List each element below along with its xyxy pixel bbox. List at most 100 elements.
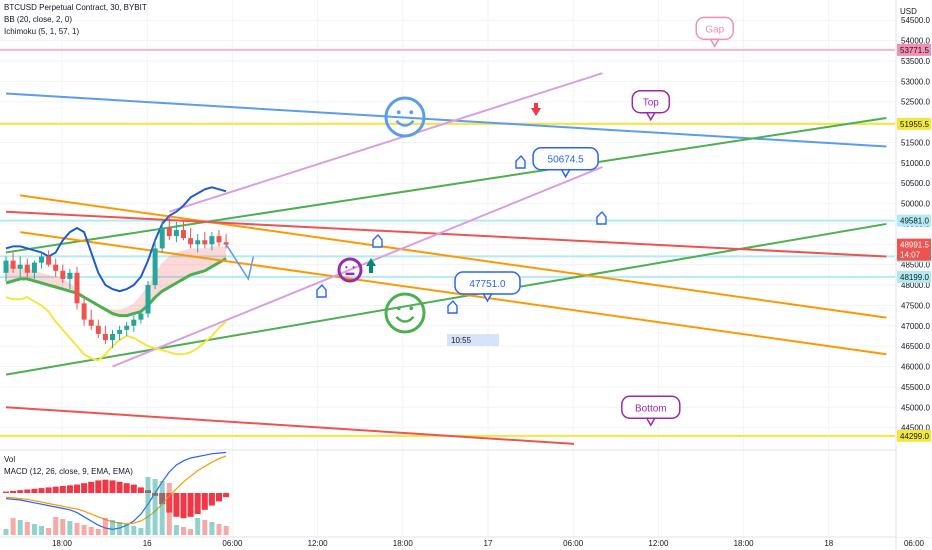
macd-hist-bar bbox=[123, 483, 130, 493]
callout-gap[interactable]: Gap bbox=[695, 16, 734, 48]
price-tick-label: 52500.0 bbox=[901, 98, 930, 107]
candle-body[interactable] bbox=[81, 303, 87, 320]
macd-hist-bar bbox=[52, 486, 59, 493]
candle-body[interactable] bbox=[216, 236, 222, 243]
candle-body[interactable] bbox=[17, 264, 23, 269]
price-tag-label: 53771.5 bbox=[900, 46, 929, 55]
macd-hist-bar bbox=[38, 488, 45, 493]
bb-legend[interactable]: BB (20, close, 2, 0) bbox=[4, 15, 73, 24]
callout-top[interactable]: Top bbox=[631, 89, 671, 122]
countdown-label: 14:07 bbox=[900, 251, 921, 260]
price-tag-label: 51955.5 bbox=[900, 120, 929, 129]
annotations[interactable]: Gap Top Bottom 50674.5 47751.0 bbox=[225, 16, 734, 427]
candle-body[interactable] bbox=[124, 325, 130, 330]
current-price-label: 48991.5 bbox=[900, 241, 929, 250]
bb-upper-line bbox=[5, 186, 227, 293]
time-tick-label: 16 bbox=[143, 539, 152, 548]
candle-body[interactable] bbox=[88, 319, 94, 326]
candle-body[interactable] bbox=[67, 272, 73, 279]
callout-pointer bbox=[645, 111, 657, 122]
cursor-time-label: 10:55 bbox=[451, 336, 472, 345]
callout-pointer bbox=[482, 293, 493, 303]
face-mouth bbox=[395, 119, 415, 127]
candle-body[interactable] bbox=[152, 248, 158, 286]
volume-bar bbox=[95, 529, 101, 535]
price-tag-bg bbox=[897, 214, 931, 227]
time-tick-label: 12:00 bbox=[648, 539, 669, 548]
price-tick-label: 46500.0 bbox=[901, 342, 930, 351]
trend-line-red-lower bbox=[5, 406, 575, 445]
trend-line-orange-lower bbox=[20, 231, 887, 356]
macd-legend[interactable]: MACD (12, 26, close, 9, EMA, EMA) bbox=[4, 467, 133, 476]
candle-body[interactable] bbox=[3, 260, 9, 273]
candle-body[interactable] bbox=[95, 325, 101, 334]
macd-hist-bar bbox=[95, 480, 102, 493]
callout-47751-0[interactable]: 47751.0 bbox=[454, 271, 521, 303]
price-tick-label: 53500.0 bbox=[901, 57, 930, 66]
candle-body[interactable] bbox=[131, 319, 137, 326]
candle-body[interactable] bbox=[173, 230, 179, 237]
candle-body[interactable] bbox=[53, 264, 59, 271]
candle-body[interactable] bbox=[60, 270, 66, 279]
candle-body[interactable] bbox=[166, 228, 172, 237]
candle-body[interactable] bbox=[181, 230, 186, 239]
candles[interactable] bbox=[3, 215, 229, 349]
macd-pane[interactable]: 200.00.0-200.0 bbox=[3, 451, 927, 535]
up-arrow-icon bbox=[366, 258, 376, 266]
price-tag-bg bbox=[897, 43, 931, 56]
candle-body[interactable] bbox=[195, 240, 201, 245]
trend-line-violet-upper bbox=[168, 72, 603, 213]
candle-body[interactable] bbox=[117, 329, 123, 334]
volume-bar bbox=[17, 520, 23, 535]
macd-hist-bar bbox=[102, 479, 109, 493]
candle-body[interactable] bbox=[110, 333, 115, 341]
face-mouth bbox=[395, 315, 415, 323]
macd-hist-bar bbox=[201, 493, 208, 510]
time-tick-label: 12:00 bbox=[308, 539, 329, 548]
face-eye bbox=[396, 110, 401, 115]
price-tick-label: 45000.0 bbox=[901, 403, 930, 412]
time-tick-label: 18:00 bbox=[52, 539, 73, 548]
vol-legend[interactable]: Vol bbox=[4, 455, 16, 464]
volume-bar bbox=[181, 527, 186, 535]
candle-body[interactable] bbox=[39, 256, 44, 263]
trend-line-blue-descending bbox=[5, 92, 887, 148]
candle-body[interactable] bbox=[223, 242, 229, 245]
candle-body[interactable] bbox=[31, 262, 37, 273]
neutral-face-icon bbox=[337, 257, 363, 283]
candle-body[interactable] bbox=[209, 236, 215, 245]
candle-body[interactable] bbox=[202, 240, 208, 245]
callout-pointer bbox=[645, 417, 657, 427]
candle-body[interactable] bbox=[74, 272, 80, 304]
ichimoku-legend[interactable]: Ichimoku (5, 1, 57, 1) bbox=[4, 27, 80, 36]
volume-bar bbox=[31, 524, 37, 535]
candle-body[interactable] bbox=[138, 313, 144, 320]
macd-hist-bar bbox=[88, 481, 95, 493]
symbol-legend[interactable]: BTCUSD Perpetual Contract, 30, BYBIT bbox=[4, 3, 147, 12]
macd-hist-bar bbox=[74, 484, 80, 493]
pointing-hand-icon bbox=[447, 299, 458, 314]
volume-bar bbox=[46, 528, 52, 535]
macd-hist-bar bbox=[116, 481, 123, 493]
candle-body[interactable] bbox=[145, 285, 151, 314]
time-axis[interactable]: 18:00 16 06:00 12:00 18:00 17 06:00 12:00 18:00 1… bbox=[52, 334, 925, 548]
candle-body[interactable] bbox=[188, 238, 194, 245]
callout-50674-5[interactable]: 50674.5 bbox=[532, 146, 599, 179]
volume-bar bbox=[74, 523, 80, 535]
callout-bottom[interactable]: Bottom bbox=[621, 395, 681, 427]
candle-body[interactable] bbox=[159, 228, 165, 249]
price-axis[interactable]: 54500.054000.053500.053000.052500.052000… bbox=[897, 0, 931, 537]
cloud-segment bbox=[211, 246, 219, 267]
callout-label: Gap bbox=[705, 24, 724, 35]
callout-label: 47751.0 bbox=[469, 279, 506, 290]
time-tick-label: 06:00 bbox=[904, 539, 925, 548]
macd-hist-bar bbox=[31, 488, 38, 493]
volume-bar bbox=[188, 529, 194, 535]
candle-body[interactable] bbox=[102, 333, 108, 341]
face-eye bbox=[345, 266, 348, 269]
candle-body[interactable] bbox=[46, 256, 52, 265]
candle-body[interactable] bbox=[10, 260, 16, 269]
candle-body[interactable] bbox=[24, 264, 30, 273]
up-arrow-stem bbox=[369, 266, 373, 273]
